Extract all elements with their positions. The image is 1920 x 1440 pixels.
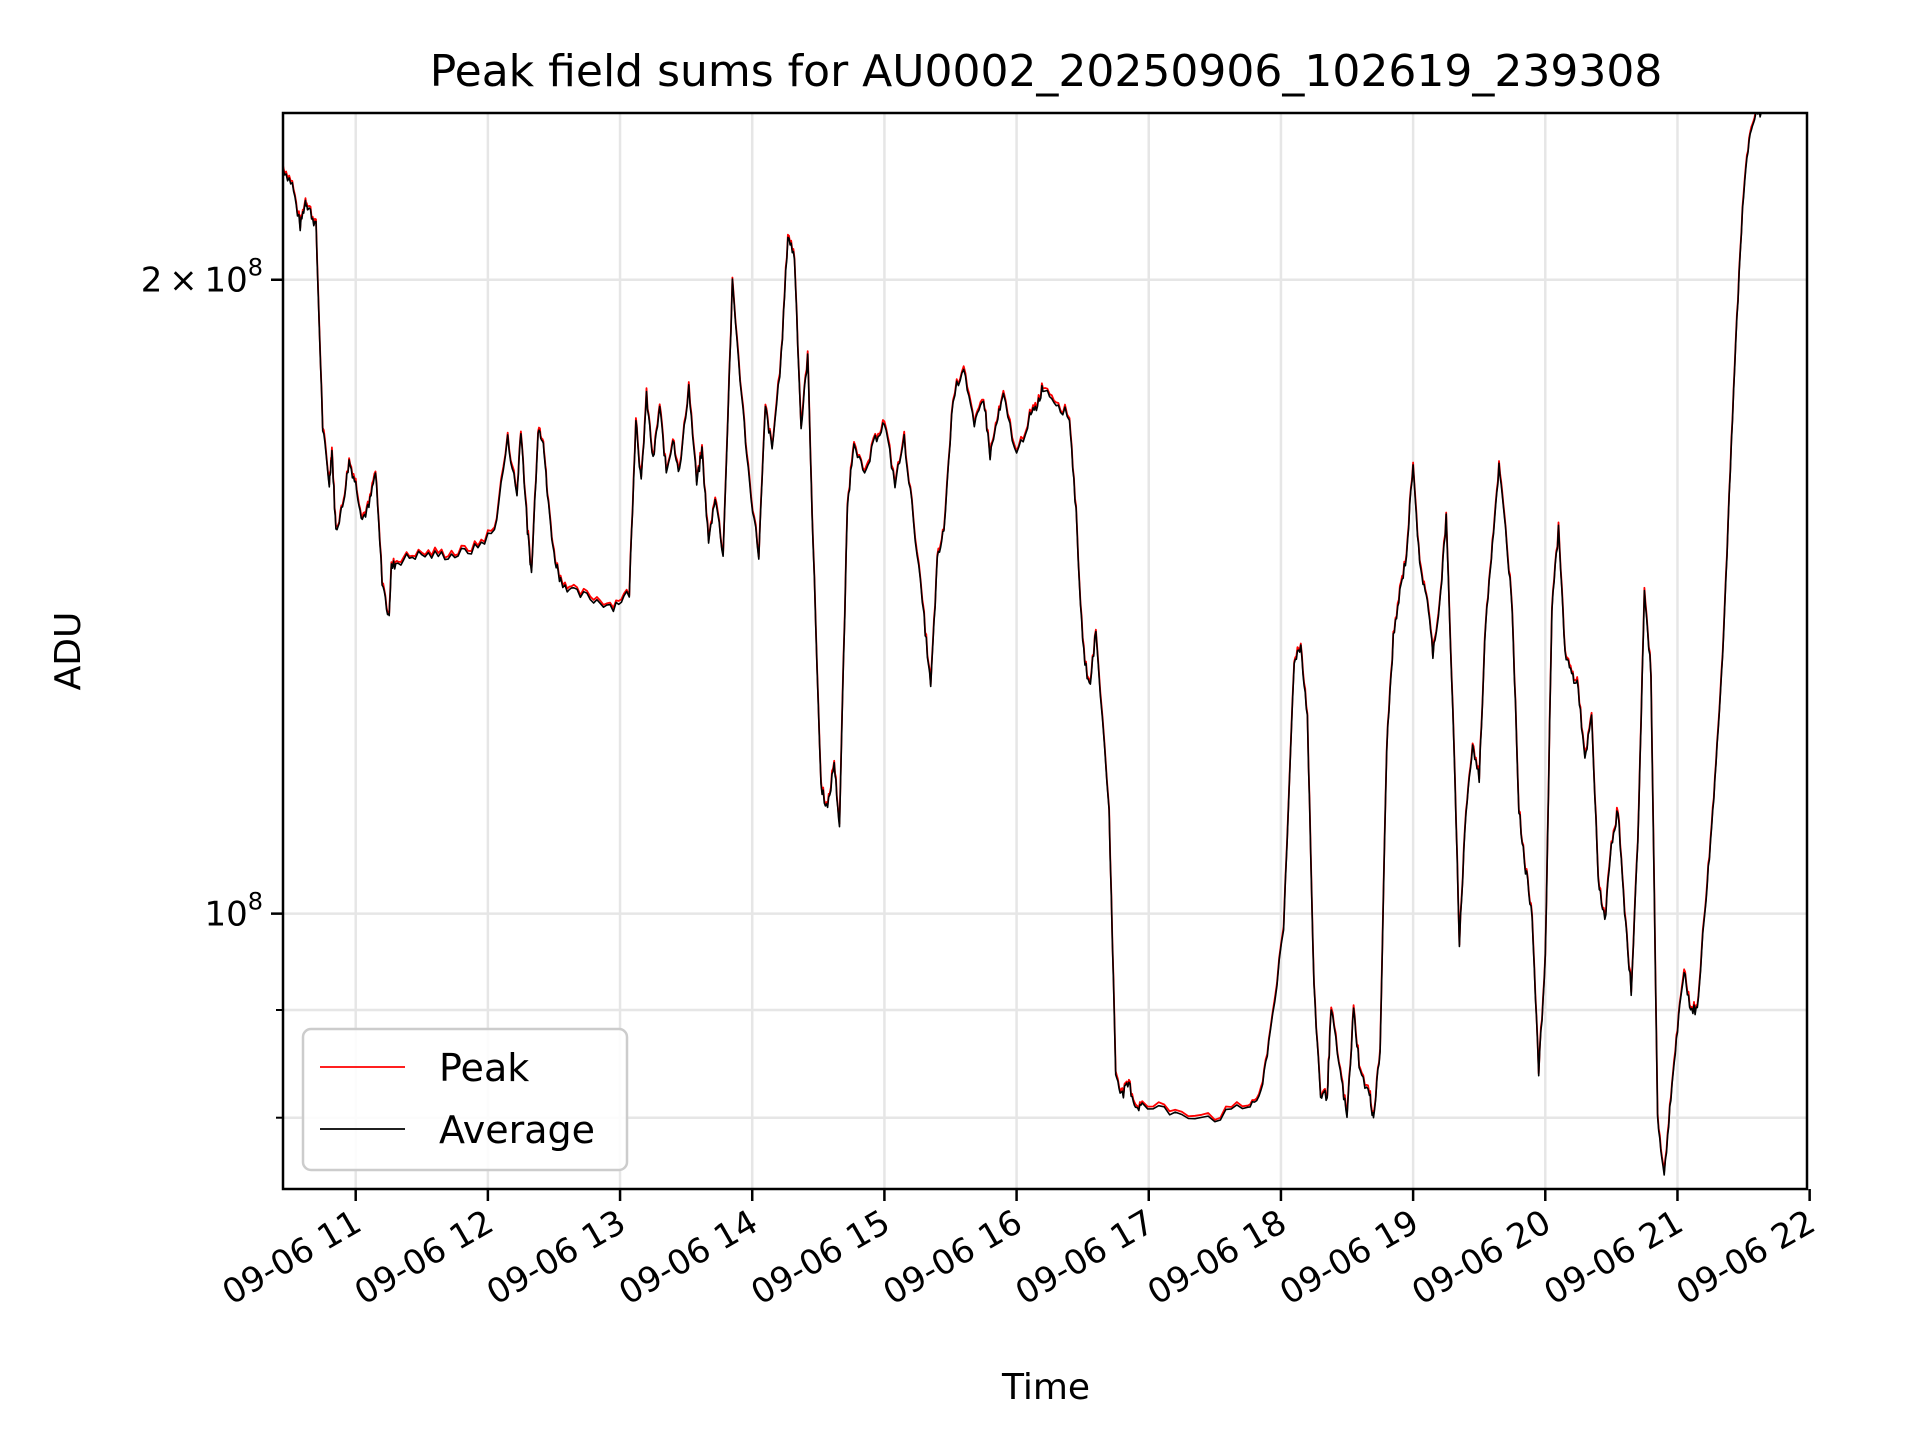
legend-label-average: Average — [439, 1108, 595, 1152]
series-line-peak — [283, 113, 1762, 1173]
plot-area-frame — [281, 111, 1809, 1191]
y-tick-label: 108 — [204, 888, 263, 935]
y-tick-mantissa: 2 — [141, 261, 163, 301]
y-tick-base: 10 — [204, 261, 247, 301]
x-tick-label: 09-06 17 — [1009, 1202, 1161, 1313]
x-tick-label: 09-06 22 — [1670, 1202, 1822, 1313]
x-tick-label: 09-06 19 — [1273, 1202, 1425, 1313]
y-axis-label: ADU — [48, 612, 89, 691]
series-layer — [283, 113, 1763, 1176]
legend: Peak Average — [301, 1027, 629, 1172]
x-tick-label: 09-06 13 — [480, 1202, 632, 1313]
y-tick-exponent: 8 — [248, 888, 263, 916]
legend-label-peak: Peak — [439, 1046, 529, 1090]
series-line-average — [283, 113, 1763, 1176]
y-tick-times: × — [162, 261, 204, 301]
x-tick-label: 09-06 12 — [348, 1202, 500, 1313]
x-tick-label: 09-06 11 — [216, 1202, 368, 1313]
chart-title: Peak field sums for AU0002_20250906_1026… — [430, 46, 1663, 97]
y-tick-base: 10 — [204, 895, 247, 935]
grid-layer — [283, 113, 1807, 1189]
x-tick-label: 09-06 21 — [1538, 1202, 1690, 1313]
x-tick-label: 09-06 20 — [1405, 1202, 1557, 1313]
x-tick-label: 09-06 14 — [612, 1202, 764, 1313]
x-axis-label: Time — [1001, 1367, 1090, 1408]
x-tick-label: 09-06 16 — [877, 1202, 1029, 1313]
legend-box — [301, 1027, 629, 1172]
y-tick-label: 2 × 108 — [141, 254, 263, 301]
y-tick-exponent: 8 — [248, 254, 263, 282]
x-tick-label: 09-06 15 — [745, 1202, 897, 1313]
x-tick-label: 09-06 18 — [1141, 1202, 1293, 1313]
